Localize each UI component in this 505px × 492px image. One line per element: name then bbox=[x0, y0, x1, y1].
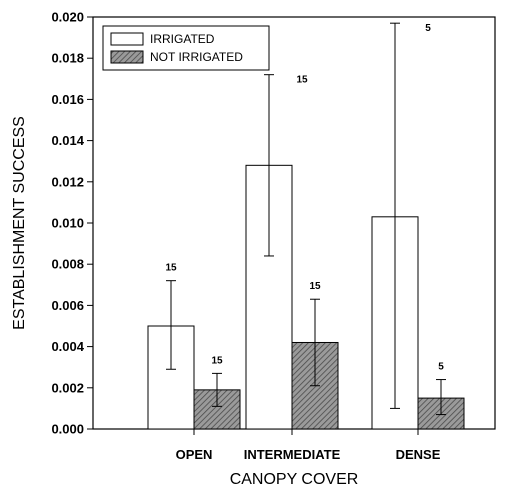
y-tick-label: 0.018 bbox=[51, 51, 84, 66]
sample-size-label: 15 bbox=[211, 355, 223, 366]
y-tick-label: 0.002 bbox=[51, 380, 84, 395]
y-tick-label: 0.012 bbox=[51, 174, 84, 189]
y-axis: 0.000 0.002 0.004 0.006 0.008 0.010 0.012 0.014… bbox=[51, 10, 93, 437]
legend-swatch-irrigated bbox=[110, 32, 144, 46]
bars bbox=[147, 164, 465, 430]
x-tick-label: DENSE bbox=[396, 447, 441, 462]
sample-size-label: 15 bbox=[309, 281, 321, 292]
x-tick-label: OPEN bbox=[176, 447, 213, 462]
sample-size-label: 15 bbox=[296, 75, 308, 86]
y-tick-label: 0.000 bbox=[51, 422, 84, 437]
y-tick-label: 0.004 bbox=[51, 339, 84, 354]
x-axis: OPEN INTERMEDIATE DENSE bbox=[176, 429, 441, 462]
x-axis-title: CANOPY COVER bbox=[230, 471, 359, 488]
legend-swatch-not-irrigated bbox=[110, 50, 144, 64]
y-tick-label: 0.010 bbox=[51, 216, 84, 231]
sample-size-label: 5 bbox=[438, 362, 444, 373]
legend-label-irrigated: IRRIGATED bbox=[150, 32, 215, 46]
sample-size-label: 15 bbox=[165, 263, 177, 274]
y-tick-label: 0.008 bbox=[51, 257, 84, 272]
y-tick-label: 0.020 bbox=[51, 10, 84, 25]
y-tick-label: 0.006 bbox=[51, 298, 84, 313]
legend: IRRIGATED NOT IRRIGATED bbox=[102, 25, 270, 71]
y-axis-title: ESTABLISHMENT SUCCESS bbox=[11, 116, 28, 330]
y-tick-label: 0.014 bbox=[51, 133, 84, 148]
legend-label-not-irrigated: NOT IRRIGATED bbox=[150, 50, 243, 64]
y-tick-label: 0.016 bbox=[51, 92, 84, 107]
sample-size-labels: 15 15 5 15 15 5 bbox=[165, 23, 444, 372]
error-bars bbox=[166, 22, 446, 416]
sample-size-label: 5 bbox=[425, 23, 431, 34]
x-tick-label: INTERMEDIATE bbox=[244, 447, 341, 462]
